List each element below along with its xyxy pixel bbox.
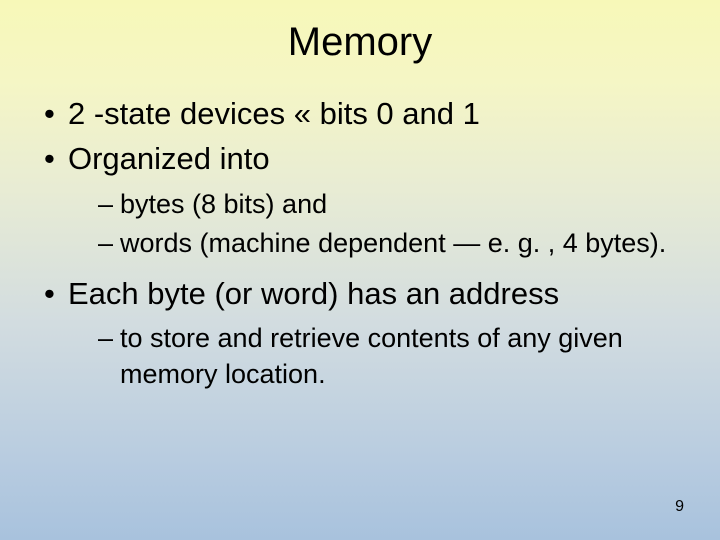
page-number: 9: [675, 498, 684, 516]
bullet-item: 2 -state devices « bits 0 and 1: [40, 95, 690, 134]
sub-bullet-text: words (machine dependent — e. g. , 4 byt…: [120, 228, 666, 258]
sub-bullet-list: bytes (8 bits) and words (machine depend…: [68, 187, 690, 261]
sub-bullet-text: to store and retrieve contents of any gi…: [120, 323, 623, 388]
bullet-text: Each byte (or word) has an address: [68, 276, 559, 311]
bullet-item: Each byte (or word) has an address to st…: [40, 275, 690, 392]
bullet-list: 2 -state devices « bits 0 and 1 Organize…: [0, 95, 720, 392]
sub-bullet-text: bytes (8 bits) and: [120, 189, 327, 219]
sub-bullet-list: to store and retrieve contents of any gi…: [68, 321, 690, 391]
slide: Memory 2 -state devices « bits 0 and 1 O…: [0, 0, 720, 540]
sub-bullet-item: bytes (8 bits) and: [98, 187, 690, 222]
bullet-text: 2 -state devices « bits 0 and 1: [68, 96, 480, 131]
sub-bullet-item: words (machine dependent — e. g. , 4 byt…: [98, 226, 690, 261]
bullet-text: Organized into: [68, 141, 270, 176]
slide-title: Memory: [0, 0, 720, 65]
sub-bullet-item: to store and retrieve contents of any gi…: [98, 321, 690, 391]
bullet-item: Organized into bytes (8 bits) and words …: [40, 140, 690, 261]
